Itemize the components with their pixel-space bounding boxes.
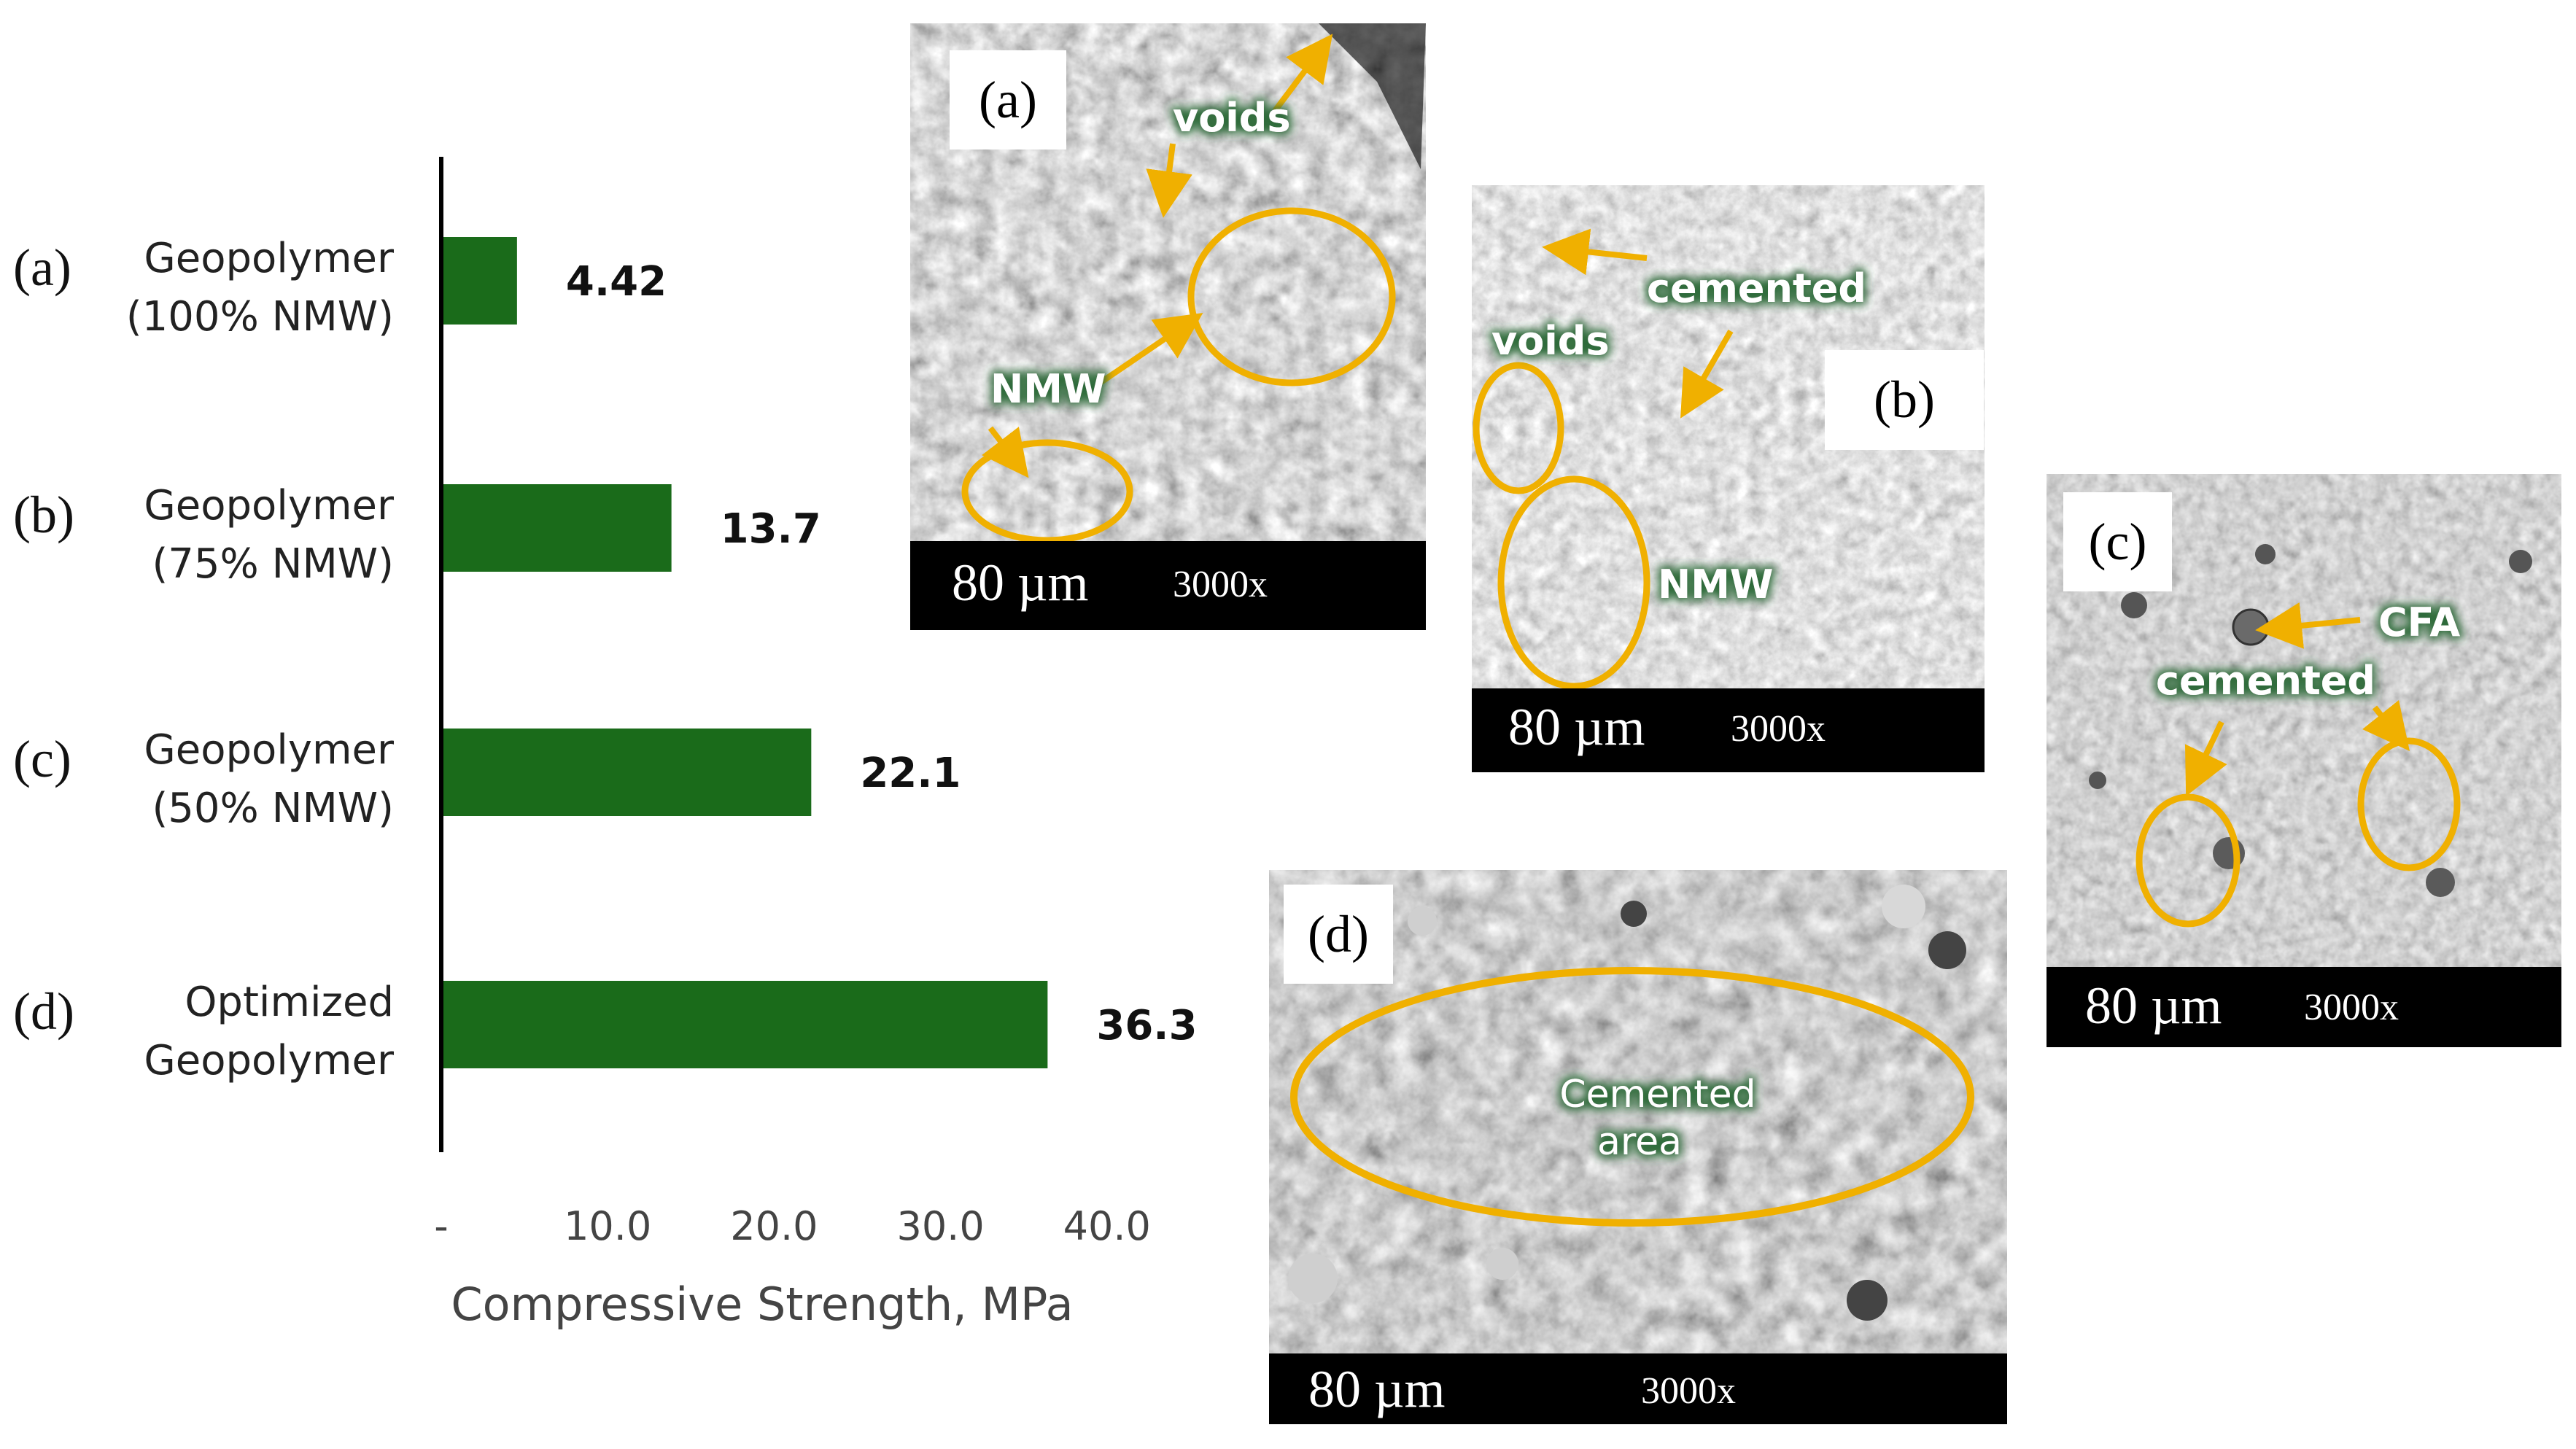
highlight-ellipse bbox=[1187, 207, 1396, 386]
highlight-ellipse bbox=[1473, 362, 1564, 494]
scale-bar-c: 80 µm 3000x bbox=[2047, 967, 2561, 1047]
scale-length-a: 80 µm bbox=[952, 553, 1089, 612]
x-tick-label: 20.0 bbox=[730, 1203, 818, 1249]
annotation-cfa: CFA bbox=[2378, 599, 2460, 645]
x-tick-label: 10.0 bbox=[564, 1203, 651, 1249]
highlight-ellipse bbox=[1290, 967, 1974, 1227]
x-tick-label: 30.0 bbox=[896, 1203, 984, 1249]
panel-label-c: (c) bbox=[2063, 492, 2172, 591]
sem-panel-b: cemented voids NMW (b) 80 µm 3000x bbox=[1472, 185, 1985, 772]
magnification-d: 3000x bbox=[1641, 1370, 1736, 1412]
category-letter: (b) bbox=[13, 486, 74, 544]
x-axis-label: Compressive Strength, MPa bbox=[451, 1278, 1073, 1331]
scale-length-c: 80 µm bbox=[2085, 976, 2222, 1035]
sem-panel-d: Cemented area (d) 80 µm 3000x bbox=[1269, 870, 2007, 1424]
data-label: 4.42 bbox=[566, 258, 667, 306]
highlight-ellipse bbox=[1497, 475, 1650, 690]
scale-bar-b: 80 µm 3000x bbox=[1472, 688, 1985, 772]
category-label: Geopolymer bbox=[144, 726, 395, 774]
bar bbox=[443, 237, 517, 325]
annotation-voids: voids bbox=[1491, 318, 1610, 364]
annotation-cemented: cemented bbox=[2156, 658, 2375, 704]
data-label: 13.7 bbox=[721, 505, 821, 553]
annotation-nmw: NMW bbox=[1658, 562, 1774, 607]
category-label: Geopolymer bbox=[144, 235, 395, 282]
sem-image-b: cemented voids NMW bbox=[1472, 185, 1985, 772]
bar bbox=[443, 729, 812, 816]
x-tick-label: - bbox=[434, 1203, 449, 1249]
category-label: (100% NMW) bbox=[126, 293, 394, 341]
bar bbox=[443, 981, 1048, 1068]
scale-bar-d: 80 µm 3000x bbox=[1269, 1353, 2007, 1424]
panel-label-d: (d) bbox=[1284, 885, 1393, 984]
category-letter: (a) bbox=[13, 238, 71, 297]
annotation-cemented: Cemented bbox=[1559, 1073, 1756, 1116]
category-letter: (d) bbox=[13, 982, 74, 1041]
panel-label-a: (a) bbox=[950, 50, 1066, 149]
scale-length-b: 80 µm bbox=[1508, 698, 1645, 756]
panel-label-b: (b) bbox=[1825, 350, 1984, 450]
magnification-c: 3000x bbox=[2304, 987, 2399, 1028]
data-label: 22.1 bbox=[860, 750, 961, 797]
category-letter: (c) bbox=[13, 730, 71, 788]
scale-bar-a: 80 µm 3000x bbox=[910, 541, 1426, 630]
category-label: Geopolymer bbox=[144, 1037, 395, 1084]
magnification-a: 3000x bbox=[1173, 564, 1268, 605]
x-tick-label: 40.0 bbox=[1063, 1203, 1151, 1249]
category-label: (75% NMW) bbox=[152, 540, 394, 588]
compressive-strength-chart: 4.42 (a) Geopolymer (100% NMW) 13.7 (b) Geopol… bbox=[13, 157, 1198, 1331]
category-label: (50% NMW) bbox=[152, 785, 394, 832]
magnification-b: 3000x bbox=[1731, 708, 1826, 750]
highlight-ellipse bbox=[961, 439, 1133, 544]
bar bbox=[443, 484, 672, 572]
highlight-ellipse bbox=[2135, 793, 2241, 928]
category-label: Geopolymer bbox=[144, 482, 395, 529]
annotation-nmw: NMW bbox=[990, 366, 1106, 412]
data-label: 36.3 bbox=[1096, 1002, 1197, 1049]
sem-panel-a: voids NMW (a) 80 µm 3000x bbox=[910, 23, 1426, 630]
annotation-voids: voids bbox=[1173, 95, 1291, 141]
annotation-cemented: cemented bbox=[1647, 265, 1866, 311]
scale-length-d: 80 µm bbox=[1308, 1360, 1446, 1418]
sem-image-c: CFA cemented bbox=[2047, 474, 2561, 1047]
sem-panel-c: CFA cemented (c) 80 µm 3000x bbox=[2047, 474, 2561, 1047]
annotation-area: area bbox=[1597, 1120, 1682, 1164]
category-label: Optimized bbox=[185, 979, 394, 1026]
